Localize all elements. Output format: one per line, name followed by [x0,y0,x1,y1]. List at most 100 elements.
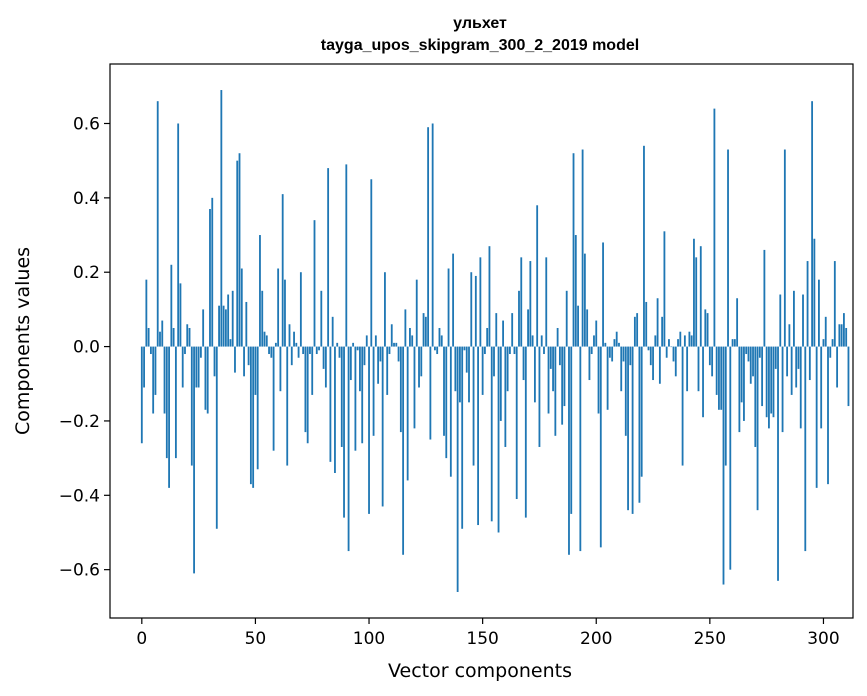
bar [513,346,516,355]
bar [824,316,827,347]
bar [349,346,352,381]
bar [686,346,689,392]
bar [718,346,720,410]
bar [793,290,795,347]
bar [415,279,418,347]
bar [447,268,450,347]
bar [145,279,148,347]
bar [788,324,791,347]
bar [220,90,223,347]
bar [324,346,327,388]
bar [272,346,275,451]
bar [413,346,416,429]
bar [320,290,323,347]
bar [288,324,291,347]
bar [724,346,727,466]
bar [840,324,843,347]
bar [234,346,236,373]
bar [572,153,575,347]
bar [790,346,793,395]
bar [565,290,568,347]
bar [781,346,784,433]
bar [763,249,766,347]
bar [365,335,368,347]
bar [329,346,332,462]
bar [388,346,391,355]
bar [177,123,180,347]
bar [163,346,166,414]
bar [815,346,818,488]
bar [443,346,445,436]
bar [522,346,525,381]
bar [338,346,341,358]
bar [743,346,745,421]
x-tick-label: 200 [580,629,612,649]
bar [661,316,664,347]
bar [268,346,270,355]
bar [236,160,239,347]
bar [777,346,779,581]
bar [393,342,395,347]
bar [515,346,518,500]
bar [733,339,736,347]
bar [206,346,209,414]
bar [613,339,616,347]
bar [154,346,157,395]
bar [479,257,482,347]
bar [243,346,245,377]
bar [845,327,848,347]
y-tick-label: 0.6 [73,114,100,134]
bar [618,342,620,347]
bar [486,327,489,347]
y-tick-label: −0.4 [59,486,100,506]
bar [302,346,305,355]
bar [229,339,232,347]
bar [297,346,300,358]
bar [597,346,600,414]
bar [761,346,764,407]
bar [449,346,452,477]
bar [299,272,302,347]
bar [538,346,541,447]
bar [697,346,700,392]
bar [629,346,632,366]
bar [599,346,602,548]
bar [211,197,214,347]
bar [663,231,666,347]
bar [445,346,448,459]
bar [270,346,273,358]
bar [590,346,593,355]
bar [181,346,184,388]
bar [622,346,625,362]
bar [754,346,757,447]
bar [395,342,398,347]
bar [672,346,675,362]
bar [331,316,334,347]
bar [518,290,520,347]
bar [740,346,743,403]
bar [822,339,825,347]
bar [277,268,280,347]
bar [674,346,677,377]
x-tick-label: 50 [245,629,267,649]
bar [422,313,425,347]
bar [593,335,595,347]
bar [797,346,800,369]
bar [293,331,295,347]
bar [545,257,548,347]
bar [295,342,298,347]
bar [481,346,484,395]
bar [259,235,261,347]
bar [683,335,686,347]
bar [727,149,729,347]
bar [620,346,623,392]
bar [434,346,436,351]
bar [343,346,345,518]
bar [640,346,643,477]
bar [427,127,430,347]
bar [399,346,402,433]
bar [184,346,186,355]
bar [379,346,382,362]
bar [254,346,257,395]
bar [706,313,709,347]
